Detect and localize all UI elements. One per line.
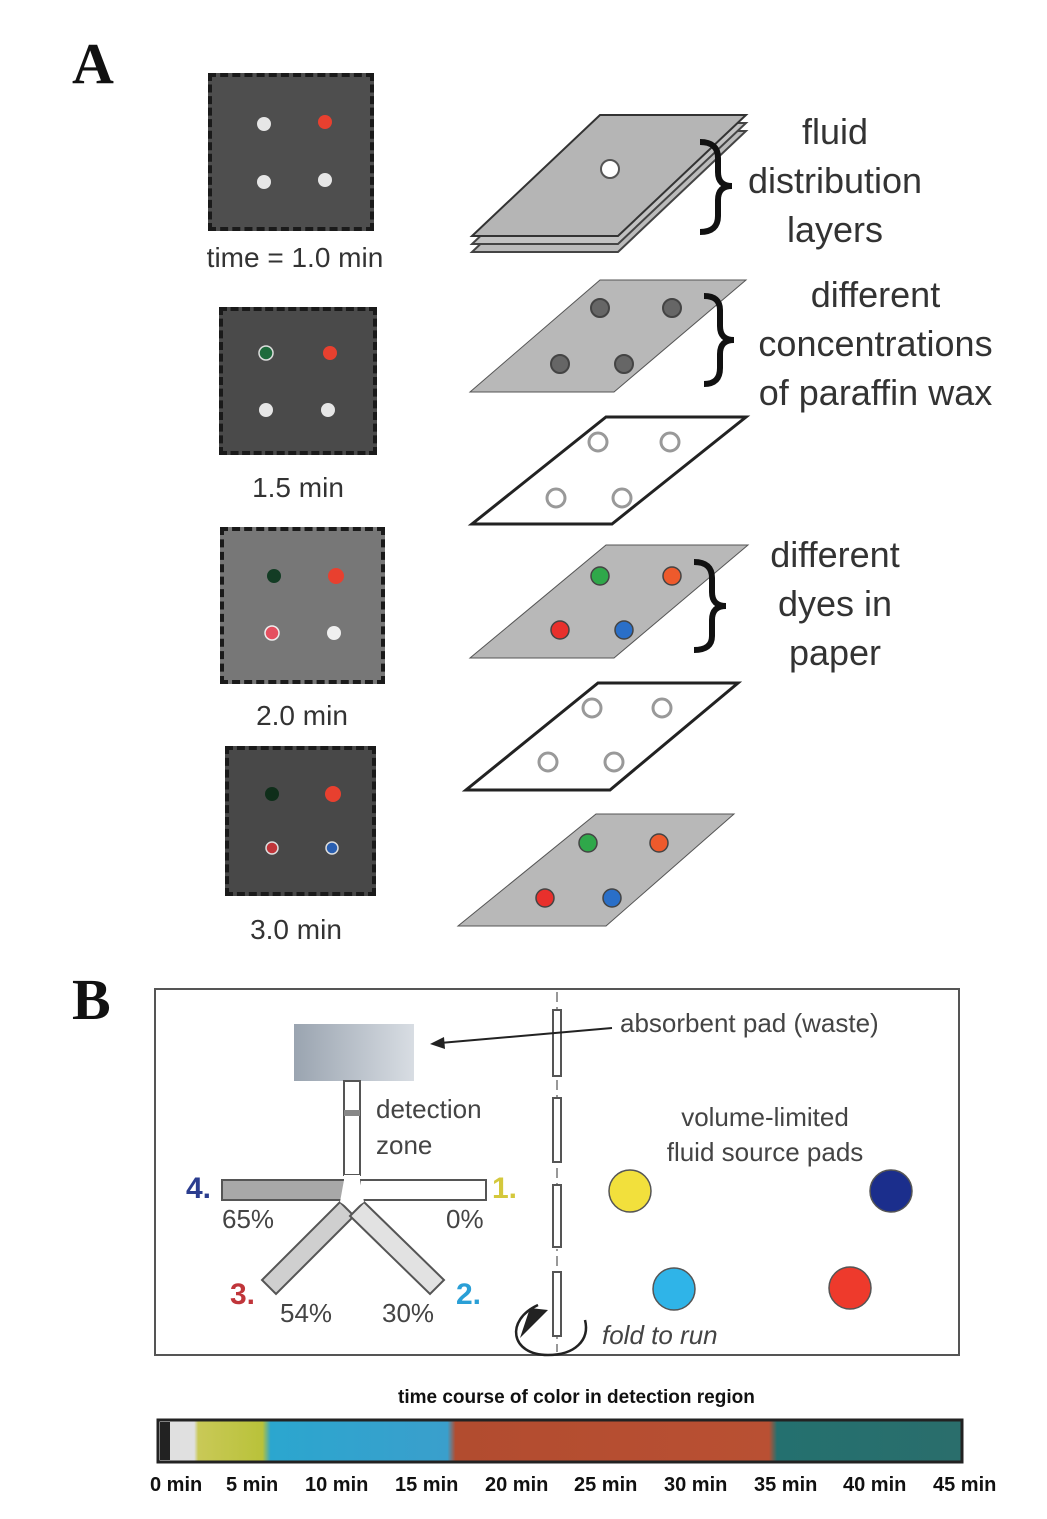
tick-0: 0 min	[150, 1474, 203, 1496]
label-dyes-line1: different	[770, 534, 900, 575]
time-label-4: 3.0 min	[250, 914, 342, 945]
fold-arrow	[514, 1303, 588, 1357]
photo-1min	[208, 73, 374, 231]
channel-4-num: 4.	[186, 1172, 211, 1205]
label-wax-line1: different	[810, 274, 941, 315]
brace-fluid	[699, 139, 733, 235]
tick-5: 5 min	[226, 1474, 279, 1496]
channel-1	[359, 1179, 487, 1201]
channel-3-pct: 54%	[280, 1298, 332, 1328]
label-fluid-line3: layers	[786, 209, 884, 250]
photo-3min	[225, 746, 376, 896]
photo-2-dots	[258, 345, 337, 417]
source-pad-navy	[869, 1169, 913, 1213]
channel-1-pct: 0%	[446, 1204, 484, 1234]
brace-wax	[703, 293, 735, 387]
source-pads-label-2: fluid source pads	[667, 1137, 864, 1167]
timecourse-bar	[156, 1418, 964, 1464]
label-wax-line2: concentrations	[758, 323, 993, 364]
label-wax-layers: different concentrations of paraffin wax	[738, 270, 1013, 417]
layer-dyes-bottom	[456, 813, 736, 927]
time-label-2: 1.5 min	[252, 472, 344, 503]
tick-10: 10 min	[305, 1474, 369, 1496]
detection-zone-mark	[344, 1110, 360, 1116]
absorbent-pad-label: absorbent pad (waste)	[620, 1008, 879, 1038]
channel-2-pct: 30%	[382, 1298, 434, 1328]
time-label-3: 2.0 min	[256, 700, 348, 731]
channel-3-num: 3.	[230, 1278, 255, 1311]
layer-blank-2	[461, 681, 743, 792]
tick-25: 25 min	[574, 1474, 638, 1496]
tick-45: 45 min	[933, 1474, 997, 1496]
photo-2min	[220, 527, 385, 684]
panel-b-device: 4. 1. 3. 2. 65% 0% 54% 30% absorbent pad…	[154, 988, 960, 1357]
timecourse-title: time course of color in detection region	[398, 1387, 755, 1408]
label-dyes-layers: different dyes in paper	[750, 530, 920, 677]
label-wax-line3: of paraffin wax	[758, 372, 993, 413]
photo-3-dots	[264, 568, 344, 641]
time-label-1: time = 1.0 min	[206, 242, 384, 273]
detection-label-2: zone	[376, 1130, 432, 1160]
label-fluid-line1: fluid	[801, 111, 869, 152]
source-pad-yellow	[608, 1169, 652, 1213]
source-pad-cyan	[652, 1267, 696, 1311]
source-pads-label-1: volume-limited	[681, 1102, 849, 1132]
channel-4-pct: 65%	[222, 1204, 274, 1234]
panel-b-label: B	[72, 967, 111, 1032]
channel-2-num: 2.	[456, 1278, 481, 1311]
layer-dyes	[468, 544, 750, 659]
tick-30: 30 min	[664, 1474, 728, 1496]
layer-wax	[468, 279, 748, 393]
source-pad-red	[828, 1266, 872, 1310]
layer-blank-1	[467, 415, 751, 526]
label-fluid-line2: distribution	[747, 160, 923, 201]
tick-40: 40 min	[843, 1474, 907, 1496]
layer-fluid-stack	[469, 114, 749, 253]
channel-3	[260, 1200, 356, 1296]
channel-1-num: 1.	[492, 1172, 517, 1205]
label-dyes-line2: dyes in	[777, 583, 893, 624]
brace-dyes	[693, 559, 727, 653]
label-dyes-line3: paper	[788, 632, 882, 673]
fold-label: fold to run	[602, 1320, 718, 1350]
absorbent-pad	[294, 1024, 414, 1081]
photo-1-5min	[219, 307, 377, 455]
panel-a-graphics	[257, 114, 751, 927]
tick-15: 15 min	[395, 1474, 459, 1496]
panel-a-label: A	[72, 31, 114, 96]
photo-1-dots	[257, 115, 332, 189]
label-fluid-layers: fluid distribution layers	[730, 107, 940, 254]
channel-4	[221, 1179, 349, 1201]
tick-20: 20 min	[485, 1474, 549, 1496]
photo-4-dots	[265, 786, 341, 855]
detection-label-1: detection	[376, 1094, 482, 1124]
tick-35: 35 min	[754, 1474, 818, 1496]
channel-2	[348, 1200, 446, 1296]
